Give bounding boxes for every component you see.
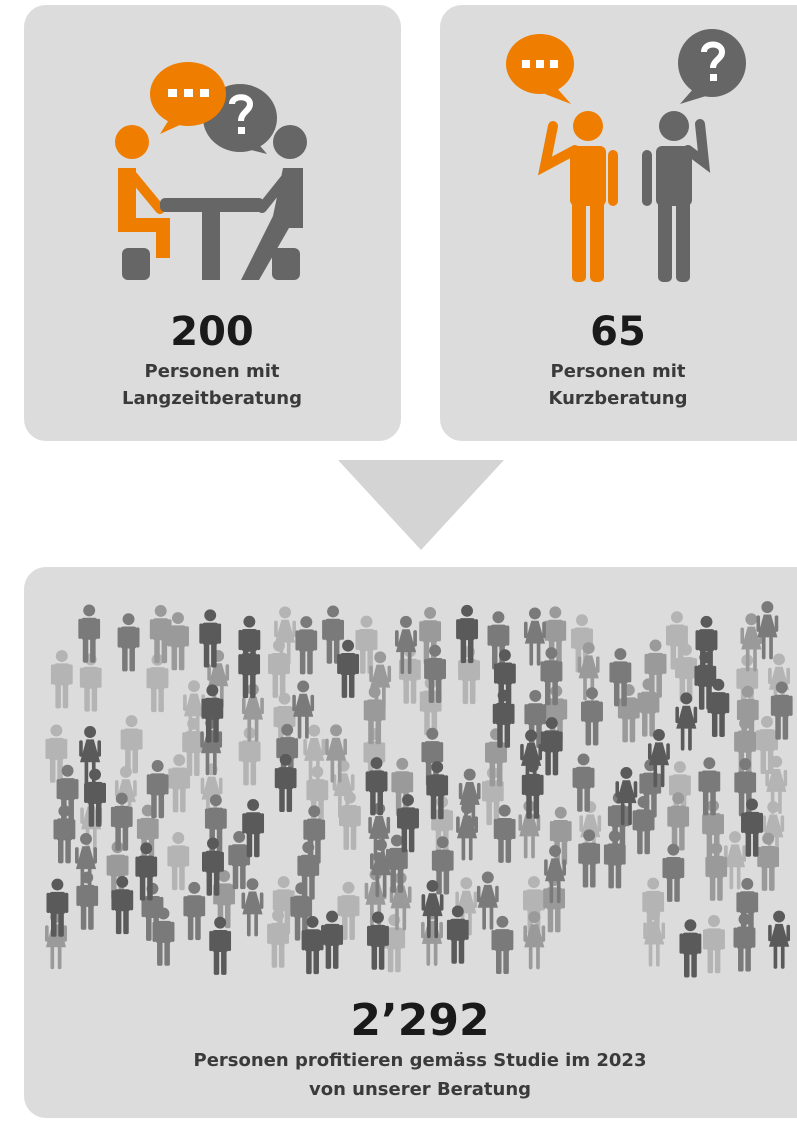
result-label: Personen profitieren gemäss Studie im 20… — [194, 1050, 647, 1071]
card-label: Kurzberatung — [548, 388, 687, 409]
arrow — [338, 460, 504, 550]
card-label: Personen mit — [145, 361, 280, 382]
card-number: 65 — [590, 309, 646, 355]
phone-icon — [506, 29, 746, 282]
result-label: von unserer Beratung — [309, 1079, 531, 1100]
card-number: 200 — [170, 309, 254, 355]
card — [440, 5, 797, 441]
card-label: Personen mit — [551, 361, 686, 382]
card-label: Langzeitberatung — [122, 388, 302, 409]
consult-icon — [115, 62, 307, 280]
result-number: 2’292 — [350, 995, 489, 1046]
